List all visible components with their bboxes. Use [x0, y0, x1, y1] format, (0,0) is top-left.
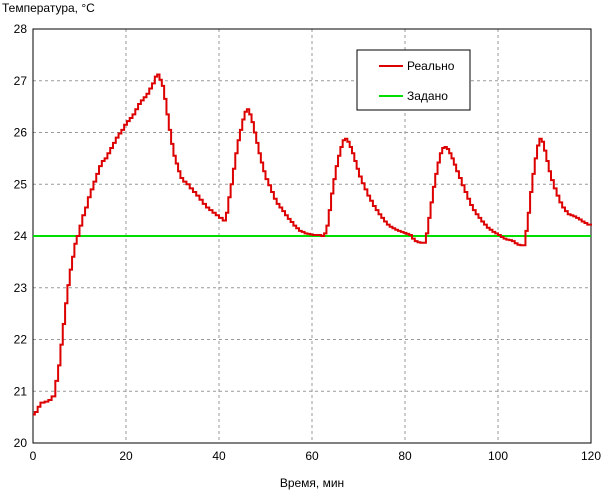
legend-box: [356, 49, 471, 111]
y-tick-label: 23: [14, 281, 28, 295]
x-axis-title: Время, мин: [280, 476, 344, 490]
y-tick-label: 21: [14, 384, 28, 398]
y-tick-label: 26: [14, 126, 28, 140]
x-tick-label: 0: [30, 449, 37, 463]
y-tick-label: 22: [14, 333, 28, 347]
y-tick-label: 27: [14, 74, 28, 88]
series-line-real: [33, 73, 592, 416]
y-tick-label: 24: [14, 229, 28, 243]
x-tick-label: 40: [212, 449, 226, 463]
y-tick-label: 28: [14, 22, 28, 36]
y-tick-label: 25: [14, 177, 28, 191]
x-tick-label: 20: [119, 449, 133, 463]
x-tick-label: 80: [398, 449, 412, 463]
legend: Реально Задано: [356, 49, 471, 111]
y-axis-title: Температура, °С: [2, 1, 95, 15]
x-tick-label: 60: [305, 449, 319, 463]
legend-label-real: Реально: [407, 59, 455, 73]
series-layer: [33, 73, 592, 416]
x-tick-label: 100: [488, 449, 508, 463]
y-tick-label: 20: [14, 436, 28, 450]
legend-label-set: Задано: [407, 89, 448, 103]
x-tick-label: 120: [581, 449, 601, 463]
